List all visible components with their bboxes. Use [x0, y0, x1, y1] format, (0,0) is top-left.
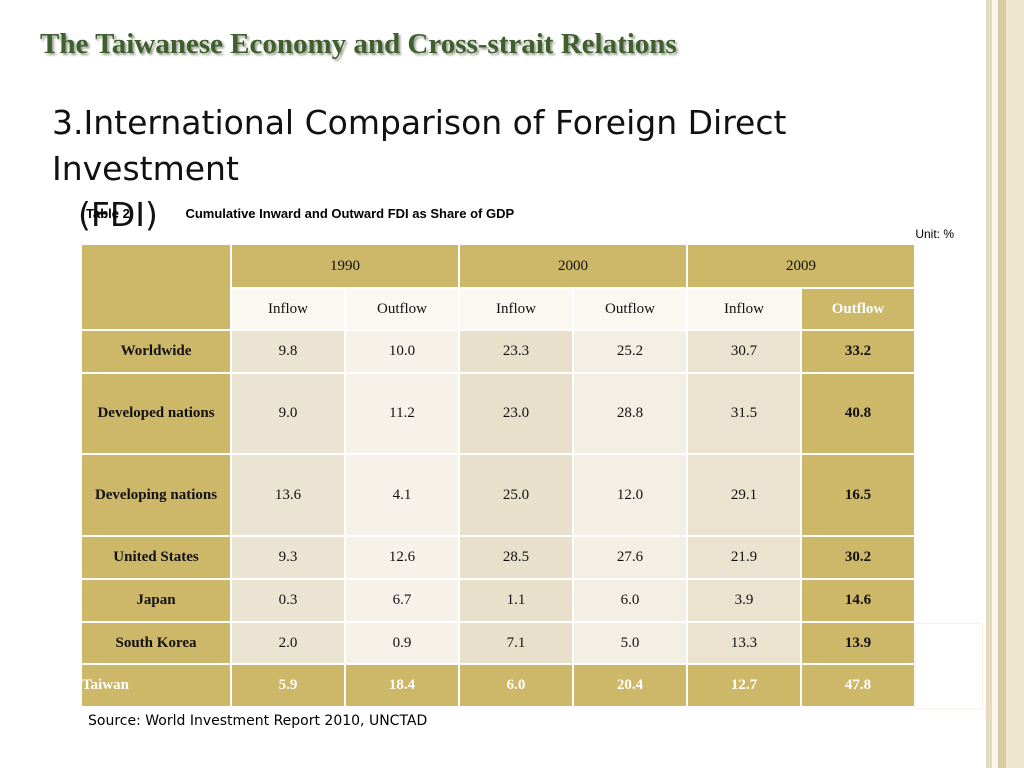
table-cell: 28.5	[458, 535, 574, 580]
table-cell: 31.5	[686, 372, 802, 455]
stripe	[1006, 0, 1024, 768]
table-cell: 30.7	[686, 329, 802, 374]
table-cell: 9.8	[230, 329, 346, 374]
table-cell: 25.2	[572, 329, 688, 374]
table-cell: 0.3	[230, 578, 346, 623]
heading-line-2: (FDI)	[78, 195, 158, 234]
table-cell: 23.3	[458, 329, 574, 374]
table-cell: 18.4	[344, 663, 460, 708]
table-cell: 14.6	[800, 578, 916, 623]
year-header-row: 1990 2000 2009	[80, 243, 916, 331]
table-cell: 25.0	[458, 453, 574, 537]
slide-title: The Taiwanese Economy and Cross-strait R…	[40, 28, 677, 60]
table-cell: 21.9	[686, 535, 802, 580]
row-label: Worldwide	[80, 329, 232, 374]
stripe	[998, 0, 1006, 768]
table-title: Cumulative Inward and Outward FDI as Sha…	[185, 206, 515, 221]
year-header: 1990	[230, 243, 460, 289]
table-cell: 12.7	[686, 663, 802, 708]
row-label: Taiwan	[80, 663, 232, 708]
table-row: Developing nations 13.6 4.1 25.0 12.0 29…	[80, 453, 916, 537]
table-label: Table 2	[86, 206, 130, 221]
table-cell: 12.6	[344, 535, 460, 580]
section-heading: 3.International Comparison of Foreign Di…	[52, 100, 972, 238]
table-cell: 3.9	[686, 578, 802, 623]
heading-line-1: 3.International Comparison of Foreign Di…	[52, 103, 787, 188]
table-row: Worldwide 9.8 10.0 23.3 25.2 30.7 33.2	[80, 329, 916, 374]
flow-header: Inflow	[230, 287, 346, 331]
table-cell: 23.0	[458, 372, 574, 455]
table-cell: 33.2	[800, 329, 916, 374]
corner-cell	[80, 243, 232, 331]
table-cell: 29.1	[686, 453, 802, 537]
row-label: Developing nations	[80, 453, 232, 537]
table-cell: 30.2	[800, 535, 916, 580]
table-cell: 10.0	[344, 329, 460, 374]
table-cell: 0.9	[344, 621, 460, 665]
table-cell: 9.0	[230, 372, 346, 455]
row-label: South Korea	[80, 621, 232, 665]
flow-header: Outflow	[800, 287, 916, 331]
row-label-text: Developing nations	[94, 487, 218, 503]
flow-header: Outflow	[344, 287, 460, 331]
flow-header: Outflow	[572, 287, 688, 331]
table-caption: Table 2 Cumulative Inward and Outward FD…	[86, 206, 514, 221]
table-cell: 4.1	[344, 453, 460, 537]
table-cell: 6.0	[458, 663, 574, 708]
table-cell: 13.9	[800, 621, 916, 665]
table-row-highlighted: Taiwan 5.9 18.4 6.0 20.4 12.7 47.8	[80, 663, 916, 708]
year-header: 2000	[458, 243, 688, 289]
table-cell: 1.1	[458, 578, 574, 623]
decorative-stripes	[986, 0, 1024, 768]
flow-header: Inflow	[686, 287, 802, 331]
row-label: United States	[80, 535, 232, 580]
stripe	[992, 0, 998, 768]
year-header: 2009	[686, 243, 916, 289]
table-cell: 5.9	[230, 663, 346, 708]
table-row: United States 9.3 12.6 28.5 27.6 21.9 30…	[80, 535, 916, 580]
fdi-table: 1990 2000 2009 Inflow Outflow Inflow Out…	[80, 243, 916, 708]
table-cell: 11.2	[344, 372, 460, 455]
table-cell: 12.0	[572, 453, 688, 537]
table-cell: 6.7	[344, 578, 460, 623]
table-row: South Korea 2.0 0.9 7.1 5.0 13.3 13.9	[80, 621, 916, 665]
blank-patch	[916, 624, 982, 708]
row-label: Japan	[80, 578, 232, 623]
table-cell: 28.8	[572, 372, 688, 455]
table-row: Japan 0.3 6.7 1.1 6.0 3.9 14.6	[80, 578, 916, 623]
table-cell: 13.6	[230, 453, 346, 537]
stripe	[986, 0, 992, 768]
unit-note: Unit: %	[915, 227, 954, 241]
table-row: Developed nations 9.0 11.2 23.0 28.8 31.…	[80, 372, 916, 455]
table-cell: 7.1	[458, 621, 574, 665]
row-label: Developed nations	[80, 372, 232, 455]
table-cell: 13.3	[686, 621, 802, 665]
flow-header-row: Inflow Outflow Inflow Outflow Inflow Out…	[81, 287, 916, 331]
table-cell: 47.8	[800, 663, 916, 708]
table-cell: 5.0	[572, 621, 688, 665]
table-cell: 20.4	[572, 663, 688, 708]
table-cell: 6.0	[572, 578, 688, 623]
table-cell: 9.3	[230, 535, 346, 580]
table-cell: 16.5	[800, 453, 916, 537]
table-cell: 27.6	[572, 535, 688, 580]
table-cell: 2.0	[230, 621, 346, 665]
table-cell: 40.8	[800, 372, 916, 455]
source-note: Source: World Investment Report 2010, UN…	[88, 713, 428, 729]
flow-header: Inflow	[458, 287, 574, 331]
